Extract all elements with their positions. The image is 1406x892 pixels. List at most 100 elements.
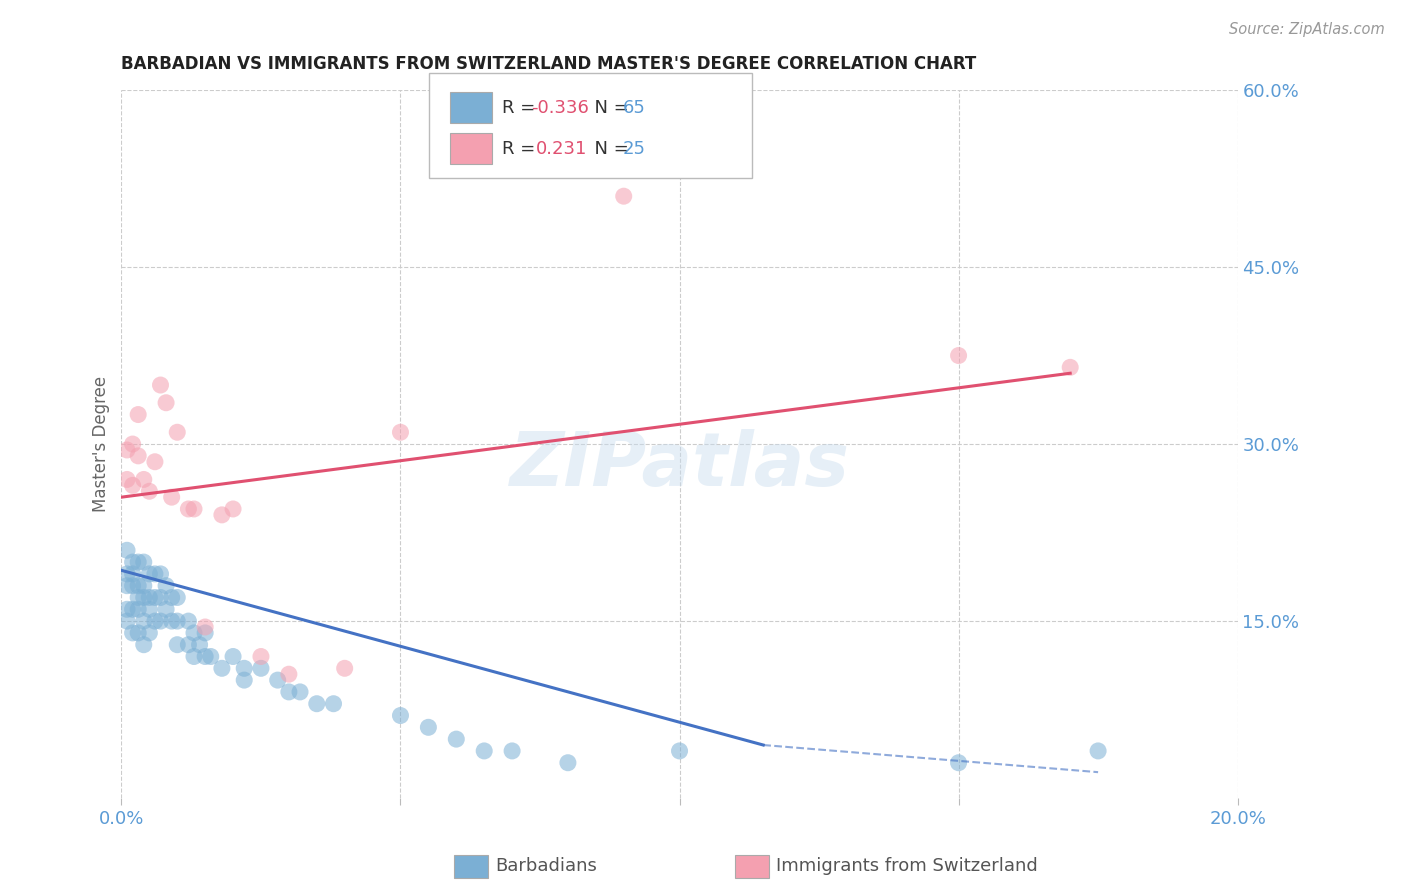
Point: [115, 442, 138, 457]
Point: [160, 490, 183, 504]
Point: [155, 579, 177, 593]
Text: R =: R =: [502, 140, 547, 158]
Point: [149, 378, 172, 392]
Text: R =: R =: [502, 99, 541, 117]
Point: [155, 396, 177, 410]
Point: [132, 638, 155, 652]
Point: [155, 602, 177, 616]
Point: [143, 566, 166, 581]
Point: [115, 566, 138, 581]
Point: [121, 626, 143, 640]
Point: [233, 673, 256, 687]
Point: [1087, 744, 1109, 758]
Point: [160, 614, 183, 628]
Point: [194, 620, 217, 634]
Point: [143, 591, 166, 605]
Point: [138, 566, 160, 581]
Text: 65: 65: [623, 99, 645, 117]
Point: [138, 484, 160, 499]
Point: [183, 502, 205, 516]
Point: [1059, 360, 1081, 375]
Point: [177, 502, 200, 516]
Point: [132, 579, 155, 593]
Point: [132, 614, 155, 628]
Point: [143, 614, 166, 628]
Point: [121, 478, 143, 492]
Point: [183, 649, 205, 664]
Point: [194, 626, 217, 640]
Text: 0.231: 0.231: [536, 140, 588, 158]
Point: [557, 756, 579, 770]
Point: [222, 649, 245, 664]
Point: [211, 661, 233, 675]
Point: [132, 473, 155, 487]
Text: 25: 25: [623, 140, 645, 158]
Point: [115, 614, 138, 628]
Point: [200, 649, 222, 664]
Point: [127, 591, 149, 605]
Point: [188, 638, 211, 652]
Text: N =: N =: [583, 99, 636, 117]
Point: [132, 591, 155, 605]
Point: [177, 614, 200, 628]
Point: [166, 591, 188, 605]
Text: BARBADIAN VS IMMIGRANTS FROM SWITZERLAND MASTER'S DEGREE CORRELATION CHART: BARBADIAN VS IMMIGRANTS FROM SWITZERLAND…: [121, 55, 977, 73]
Point: [127, 555, 149, 569]
Point: [115, 543, 138, 558]
Point: [132, 555, 155, 569]
Point: [115, 602, 138, 616]
Text: Immigrants from Switzerland: Immigrants from Switzerland: [776, 857, 1038, 875]
Point: [613, 189, 636, 203]
Point: [389, 708, 412, 723]
Point: [211, 508, 233, 522]
Point: [127, 602, 149, 616]
Point: [138, 602, 160, 616]
Point: [121, 437, 143, 451]
Point: [121, 555, 143, 569]
Point: [149, 566, 172, 581]
Text: Source: ZipAtlas.com: Source: ZipAtlas.com: [1229, 22, 1385, 37]
Point: [115, 579, 138, 593]
Point: [138, 626, 160, 640]
Point: [121, 566, 143, 581]
Point: [127, 408, 149, 422]
Point: [446, 732, 468, 747]
Point: [149, 614, 172, 628]
Point: [149, 591, 172, 605]
Point: [233, 661, 256, 675]
Point: [472, 744, 495, 758]
Y-axis label: Master's Degree: Master's Degree: [93, 376, 110, 512]
Point: [322, 697, 344, 711]
Point: [166, 425, 188, 440]
Point: [138, 591, 160, 605]
Point: [277, 667, 299, 681]
Point: [277, 685, 299, 699]
Point: [143, 455, 166, 469]
Point: [127, 449, 149, 463]
Point: [166, 614, 188, 628]
Point: [121, 579, 143, 593]
Point: [127, 579, 149, 593]
Point: [501, 744, 523, 758]
Point: [222, 502, 245, 516]
Point: [288, 685, 311, 699]
Point: [418, 720, 440, 734]
Text: ZIPatlas: ZIPatlas: [509, 429, 849, 502]
Point: [305, 697, 328, 711]
Point: [115, 473, 138, 487]
Point: [389, 425, 412, 440]
Point: [194, 649, 217, 664]
Text: -0.336: -0.336: [531, 99, 589, 117]
Point: [267, 673, 290, 687]
Point: [333, 661, 356, 675]
Text: Barbadians: Barbadians: [495, 857, 596, 875]
Point: [948, 349, 970, 363]
Point: [250, 649, 273, 664]
Point: [166, 638, 188, 652]
Point: [948, 756, 970, 770]
Point: [668, 744, 690, 758]
Point: [121, 602, 143, 616]
Point: [177, 638, 200, 652]
Point: [183, 626, 205, 640]
Point: [250, 661, 273, 675]
